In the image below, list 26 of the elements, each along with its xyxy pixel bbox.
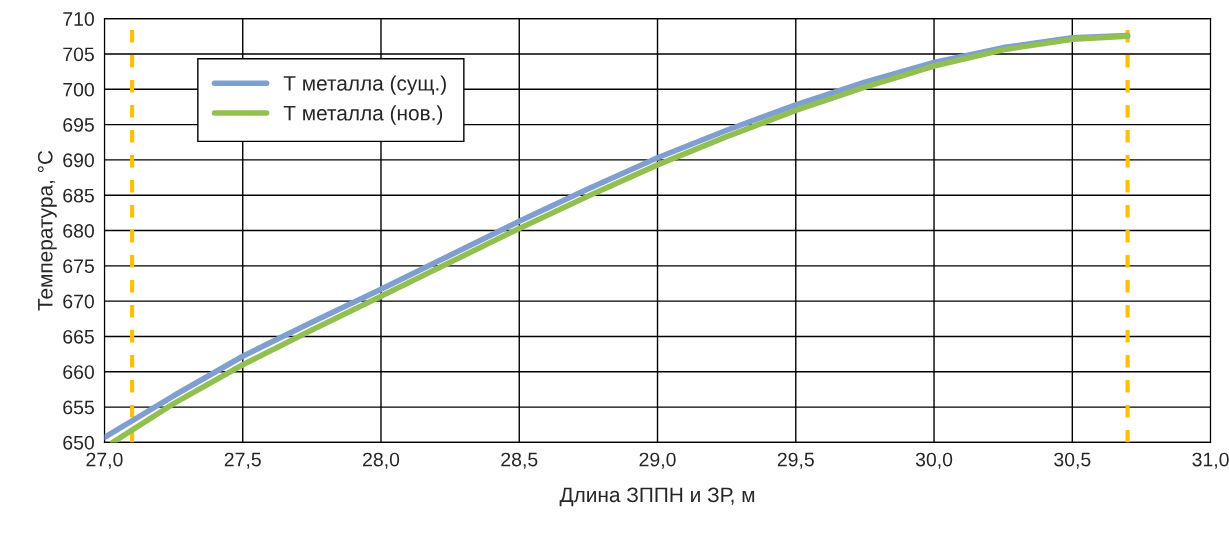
x-tick-label: 30,0 bbox=[915, 452, 953, 469]
x-tick-label: 28,0 bbox=[363, 452, 400, 469]
x-tick-label: 29,5 bbox=[777, 452, 814, 469]
x-tick-label: 28,5 bbox=[501, 452, 538, 469]
y-axis-title: Температура, °С bbox=[37, 150, 57, 311]
y-tick-label: 650 bbox=[63, 435, 94, 450]
y-tick-label: 705 bbox=[63, 47, 94, 62]
x-tick-label: 29,0 bbox=[639, 452, 676, 469]
y-tick-label: 680 bbox=[63, 223, 94, 238]
y-tick-label: 690 bbox=[63, 153, 94, 168]
y-tick-label: 655 bbox=[63, 400, 94, 415]
x-tick-label: 31,0 bbox=[1192, 452, 1229, 469]
legend-label: Т металла (сущ.) bbox=[283, 75, 446, 95]
y-tick-label: 660 bbox=[63, 365, 94, 379]
y-tick-label: 695 bbox=[63, 118, 94, 132]
y-tick-label: 665 bbox=[63, 329, 94, 344]
legend-label: Т металла (нов.) bbox=[283, 105, 443, 125]
y-tick-label: 700 bbox=[63, 82, 94, 97]
y-tick-label: 670 bbox=[63, 294, 94, 309]
x-tick-label: 30,5 bbox=[1054, 452, 1091, 469]
y-tick-label: 710 bbox=[63, 12, 94, 26]
x-tick-label: 27,0 bbox=[86, 452, 123, 469]
x-tick-label: 27,5 bbox=[224, 452, 261, 469]
x-axis-title: Длина ЗППН и ЗР, м bbox=[559, 487, 755, 507]
y-tick-label: 675 bbox=[63, 259, 94, 274]
y-tick-label: 685 bbox=[63, 188, 94, 203]
